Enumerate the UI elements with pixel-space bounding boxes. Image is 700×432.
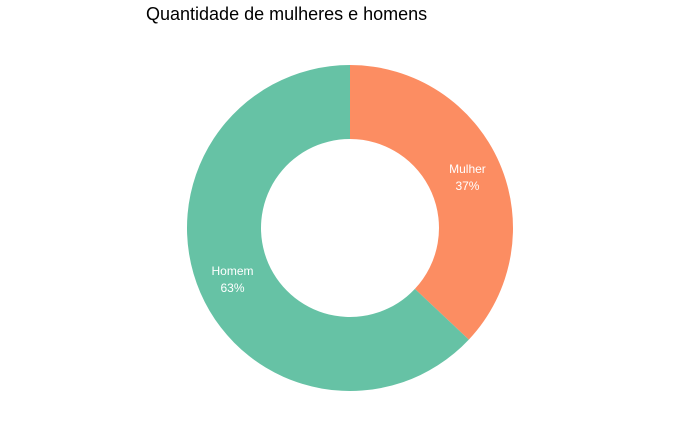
donut-labels: Mulher 37% Homem 63% bbox=[212, 162, 486, 295]
slice-label-homem: Homem bbox=[212, 264, 254, 278]
slice-mulher bbox=[350, 65, 513, 340]
donut-slices bbox=[186, 65, 513, 391]
slice-value-mulher: 37% bbox=[455, 179, 479, 193]
slice-homem bbox=[186, 65, 469, 391]
slice-label-mulher: Mulher bbox=[449, 162, 486, 176]
slice-value-homem: 63% bbox=[221, 281, 245, 295]
chart-title: Quantidade de mulheres e homens bbox=[146, 4, 428, 24]
